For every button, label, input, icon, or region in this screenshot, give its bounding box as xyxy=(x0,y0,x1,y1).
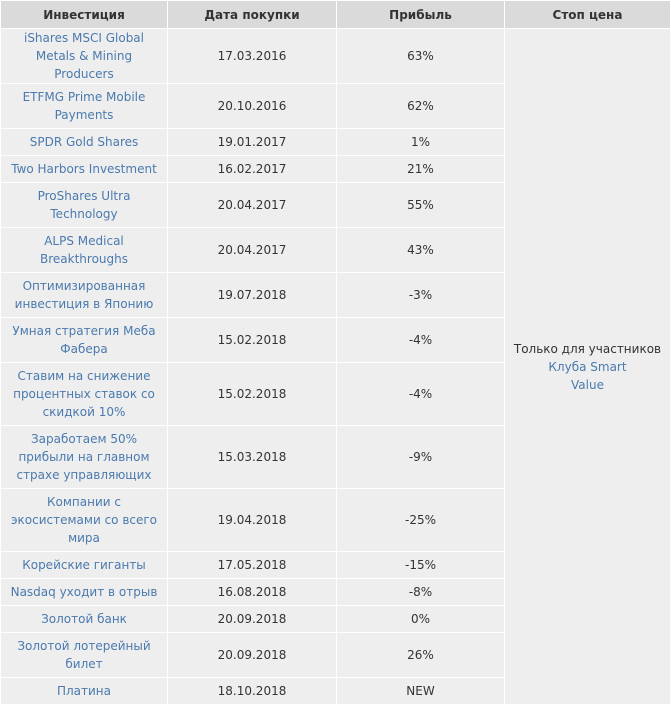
purchase-date-cell: 17.05.2018 xyxy=(167,551,337,579)
purchase-date-cell: 15.02.2018 xyxy=(167,317,337,363)
investment-link[interactable]: Оптимизированная инвестиция в Японию xyxy=(14,279,154,311)
investment-link[interactable]: Корейские гиганты xyxy=(22,558,146,572)
profit-cell: 0% xyxy=(336,605,505,633)
investment-link[interactable]: iShares MSCI Global Metals & Mining Prod… xyxy=(23,31,144,81)
table-row: Оптимизированная инвестиция в Японию 19.… xyxy=(0,272,671,318)
profit-cell: 1% xyxy=(336,128,505,156)
purchase-date-cell: 19.07.2018 xyxy=(167,272,337,318)
purchase-date-cell: 20.09.2018 xyxy=(167,632,337,678)
investment-link[interactable]: Заработаем 50% прибыли на главном страхе… xyxy=(16,432,152,482)
profit-cell: 63% xyxy=(336,28,505,84)
investment-name-cell: ProShares Ultra Technology xyxy=(0,182,168,228)
investment-link[interactable]: ALPS Medical Breakthroughs xyxy=(40,234,128,266)
investment-link[interactable]: ProShares Ultra Technology xyxy=(37,189,131,221)
investment-name-cell: Nasdaq уходит в отрыв xyxy=(0,578,168,606)
investment-link[interactable]: Two Harbors Investment xyxy=(11,162,157,176)
purchase-date-cell: 19.04.2018 xyxy=(167,488,337,552)
table-row: ProShares Ultra Technology 20.04.2017 55… xyxy=(0,182,671,228)
table-row: ETFMG Prime Mobile Payments 20.10.2016 6… xyxy=(0,83,671,129)
table-row: Умная стратегия Меба Фабера 15.02.2018 -… xyxy=(0,317,671,363)
purchase-date-cell: 18.10.2018 xyxy=(167,677,337,705)
profit-cell: 62% xyxy=(336,83,505,129)
investment-link[interactable]: Умная стратегия Меба Фабера xyxy=(12,324,156,356)
table-row: ALPS Medical Breakthroughs 20.04.2017 43… xyxy=(0,227,671,273)
investment-name-cell: Заработаем 50% прибыли на главном страхе… xyxy=(0,425,168,489)
purchase-date-cell: 15.02.2018 xyxy=(167,362,337,426)
investment-name-cell: Золотой банк xyxy=(0,605,168,633)
table-row: Золотой банк 20.09.2018 0% xyxy=(0,605,671,633)
investment-name-cell: Two Harbors Investment xyxy=(0,155,168,183)
purchase-date-cell: 19.01.2017 xyxy=(167,128,337,156)
investment-name-cell: Умная стратегия Меба Фабера xyxy=(0,317,168,363)
investment-link[interactable]: Платина xyxy=(56,684,112,698)
profit-cell: NEW xyxy=(336,677,505,705)
table-row: Two Harbors Investment 16.02.2017 21% xyxy=(0,155,671,183)
purchase-date-cell: 20.09.2018 xyxy=(167,605,337,633)
investment-name-cell: Ставим на снижение процентных ставок со … xyxy=(0,362,168,426)
profit-cell: -3% xyxy=(336,272,505,318)
investment-name-cell: ETFMG Prime Mobile Payments xyxy=(0,83,168,129)
header-row: Инвестиция Дата покупки Прибыль Стоп цен… xyxy=(0,0,671,29)
investment-name-cell: Компании с экосистемами со всего мира xyxy=(0,488,168,552)
profit-cell: -8% xyxy=(336,578,505,606)
investment-name-cell: iShares MSCI Global Metals & Mining Prod… xyxy=(0,28,168,84)
profit-cell: -4% xyxy=(336,317,505,363)
profit-cell: -15% xyxy=(336,551,505,579)
investment-link[interactable]: Nasdaq уходит в отрыв xyxy=(10,585,158,599)
investment-link[interactable]: Золотой банк xyxy=(41,612,127,626)
purchase-date-cell: 16.02.2017 xyxy=(167,155,337,183)
profit-cell: 21% xyxy=(336,155,505,183)
table-row: Ставим на снижение процентных ставок со … xyxy=(0,362,671,426)
table-row: Заработаем 50% прибыли на главном страхе… xyxy=(0,425,671,489)
header-investment: Инвестиция xyxy=(0,0,168,29)
header-profit: Прибыль xyxy=(336,0,505,29)
investment-link[interactable]: Золотой лотерейный билет xyxy=(17,639,151,671)
table-row: Компании с экосистемами со всего мира 19… xyxy=(0,488,671,552)
profit-cell: 55% xyxy=(336,182,505,228)
table-row: Nasdaq уходит в отрыв 16.08.2018 -8% xyxy=(0,578,671,606)
club-smart-value-link[interactable]: Клуба Smart Value xyxy=(548,359,627,392)
investment-link[interactable]: ETFMG Prime Mobile Payments xyxy=(22,90,146,122)
header-stop-price: Стоп цена xyxy=(504,0,671,29)
purchase-date-cell: 20.04.2017 xyxy=(167,227,337,273)
purchase-date-cell: 20.04.2017 xyxy=(167,182,337,228)
investment-name-cell: SPDR Gold Shares xyxy=(0,128,168,156)
purchase-date-cell: 20.10.2016 xyxy=(167,83,337,129)
profit-cell: 43% xyxy=(336,227,505,273)
investment-link[interactable]: SPDR Gold Shares xyxy=(29,135,139,149)
profit-cell: -9% xyxy=(336,425,505,489)
header-purchase-date: Дата покупки xyxy=(167,0,337,29)
profit-cell: -4% xyxy=(336,362,505,426)
profit-cell: 26% xyxy=(336,632,505,678)
investment-name-cell: Корейские гиганты xyxy=(0,551,168,579)
investment-link[interactable]: Компании с экосистемами со всего мира xyxy=(10,495,158,545)
profit-cell: -25% xyxy=(336,488,505,552)
investment-link[interactable]: Ставим на снижение процентных ставок со … xyxy=(13,369,155,419)
purchase-date-cell: 16.08.2018 xyxy=(167,578,337,606)
investment-name-cell: Платина xyxy=(0,677,168,705)
table-row: Корейские гиганты 17.05.2018 -15% xyxy=(0,551,671,579)
investment-name-cell: Оптимизированная инвестиция в Японию xyxy=(0,272,168,318)
investment-name-cell: ALPS Medical Breakthroughs xyxy=(0,227,168,273)
purchase-date-cell: 17.03.2016 xyxy=(167,28,337,84)
table-row: iShares MSCI Global Metals & Mining Prod… xyxy=(0,28,671,705)
stop-price-note: Только для участников xyxy=(513,341,662,356)
table-row: Золотой лотерейный билет 20.09.2018 26% xyxy=(0,632,671,678)
investment-name-cell: Золотой лотерейный билет xyxy=(0,632,168,678)
stop-price-cell: Только для участников Клуба Smart Value xyxy=(504,28,671,705)
purchase-date-cell: 15.03.2018 xyxy=(167,425,337,489)
